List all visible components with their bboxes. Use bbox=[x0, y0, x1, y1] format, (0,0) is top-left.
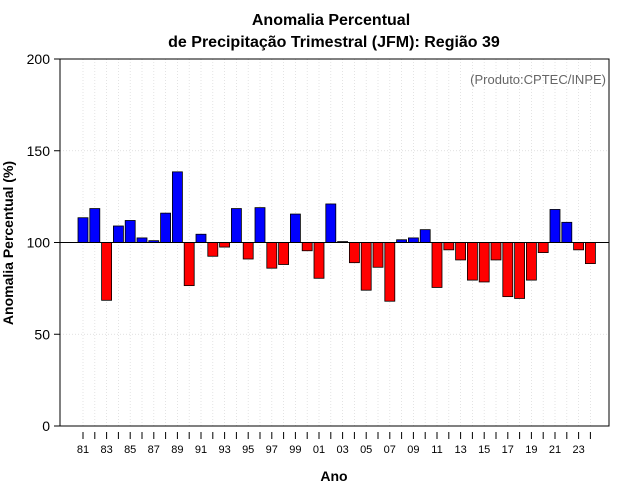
bar-2019 bbox=[526, 242, 537, 281]
x-tick-label: 99 bbox=[289, 444, 301, 456]
y-tick-label: 150 bbox=[27, 143, 51, 159]
y-tick-label: 50 bbox=[34, 326, 50, 342]
bar-2015 bbox=[478, 242, 490, 283]
bar-1994 bbox=[230, 208, 242, 243]
bar-1981 bbox=[77, 217, 89, 243]
bar-2018 bbox=[514, 242, 525, 299]
bar-2001 bbox=[313, 242, 325, 279]
bar-2022 bbox=[561, 221, 573, 243]
y-tick-label: 100 bbox=[27, 235, 51, 251]
x-tick-label: 19 bbox=[525, 444, 537, 456]
bar-2012 bbox=[443, 242, 455, 251]
bar-1997 bbox=[266, 242, 278, 269]
bar-1988 bbox=[160, 212, 172, 243]
bar-2024 bbox=[585, 242, 596, 265]
bar-2017 bbox=[502, 242, 514, 298]
x-tick-label: 17 bbox=[502, 444, 514, 456]
bar-1999 bbox=[289, 213, 301, 243]
bar-1984 bbox=[113, 225, 124, 243]
bar-1982 bbox=[89, 208, 101, 243]
bar-2016 bbox=[490, 242, 502, 261]
bar-1993 bbox=[219, 242, 231, 248]
bar-2004 bbox=[348, 242, 360, 264]
x-axis-label: Ano bbox=[320, 468, 347, 484]
bar-1986 bbox=[136, 237, 148, 243]
bar-1983 bbox=[101, 242, 112, 301]
x-tick-label: 83 bbox=[100, 444, 112, 456]
x-tick-label: 91 bbox=[195, 444, 207, 456]
bar-2005 bbox=[360, 242, 372, 291]
bar-1995 bbox=[242, 242, 254, 260]
bar-1985 bbox=[124, 220, 136, 243]
bar-2009 bbox=[407, 237, 419, 243]
x-axis: 81 83 85 87 89 91 93 95 97 99 01 03 05 07 09 11 13 15 17 19… bbox=[77, 432, 591, 456]
bar-2011 bbox=[431, 242, 443, 288]
x-tick-label: 97 bbox=[266, 444, 278, 456]
y-axis-label: Anomalia Percentual (%) bbox=[0, 161, 16, 325]
x-tick-label: 11 bbox=[431, 444, 442, 456]
x-tick-label: 07 bbox=[384, 444, 396, 456]
x-tick-label: 09 bbox=[407, 444, 419, 456]
y-axis: 0 50 100 150 200 bbox=[27, 51, 60, 434]
bar-2013 bbox=[455, 242, 467, 261]
bar-2020 bbox=[537, 242, 549, 253]
bar-1990 bbox=[183, 242, 195, 287]
x-tick-label: 01 bbox=[313, 444, 325, 456]
x-tick-label: 15 bbox=[478, 444, 490, 456]
x-tick-label: 23 bbox=[572, 444, 584, 456]
y-tick-label: 0 bbox=[42, 418, 50, 434]
x-tick-label: 85 bbox=[124, 444, 136, 456]
bar-2007 bbox=[384, 242, 396, 302]
x-tick-label: 03 bbox=[336, 444, 348, 456]
chart-subtitle: de Precipitação Trimestral (JFM): Região… bbox=[168, 34, 500, 51]
x-tick-label: 81 bbox=[77, 444, 89, 456]
bar-2023 bbox=[573, 242, 584, 251]
bar-2010 bbox=[419, 229, 431, 243]
bar-1991 bbox=[195, 233, 207, 243]
bar-1998 bbox=[278, 242, 290, 265]
x-tick-label: 13 bbox=[454, 444, 466, 456]
bar-2000 bbox=[301, 242, 313, 252]
bar-2021 bbox=[549, 209, 561, 243]
bar-1996 bbox=[254, 207, 266, 243]
chart-title: Anomalia Percentual bbox=[252, 12, 410, 29]
x-tick-label: 95 bbox=[242, 444, 254, 456]
bars bbox=[77, 171, 596, 302]
x-tick-label: 89 bbox=[171, 444, 183, 456]
y-tick-label: 200 bbox=[27, 51, 51, 67]
x-tick-label: 21 bbox=[549, 444, 561, 456]
bar-1992 bbox=[207, 242, 219, 257]
credit-label: (Produto:CPTEC/INPE) bbox=[470, 72, 606, 87]
x-tick-label: 87 bbox=[148, 444, 160, 456]
x-tick-label: 05 bbox=[360, 444, 372, 456]
bar-2006 bbox=[372, 242, 384, 268]
x-tick-label: 93 bbox=[218, 444, 230, 456]
bar-2014 bbox=[466, 242, 478, 281]
bar-1989 bbox=[171, 171, 183, 243]
bar-2002 bbox=[325, 203, 337, 243]
